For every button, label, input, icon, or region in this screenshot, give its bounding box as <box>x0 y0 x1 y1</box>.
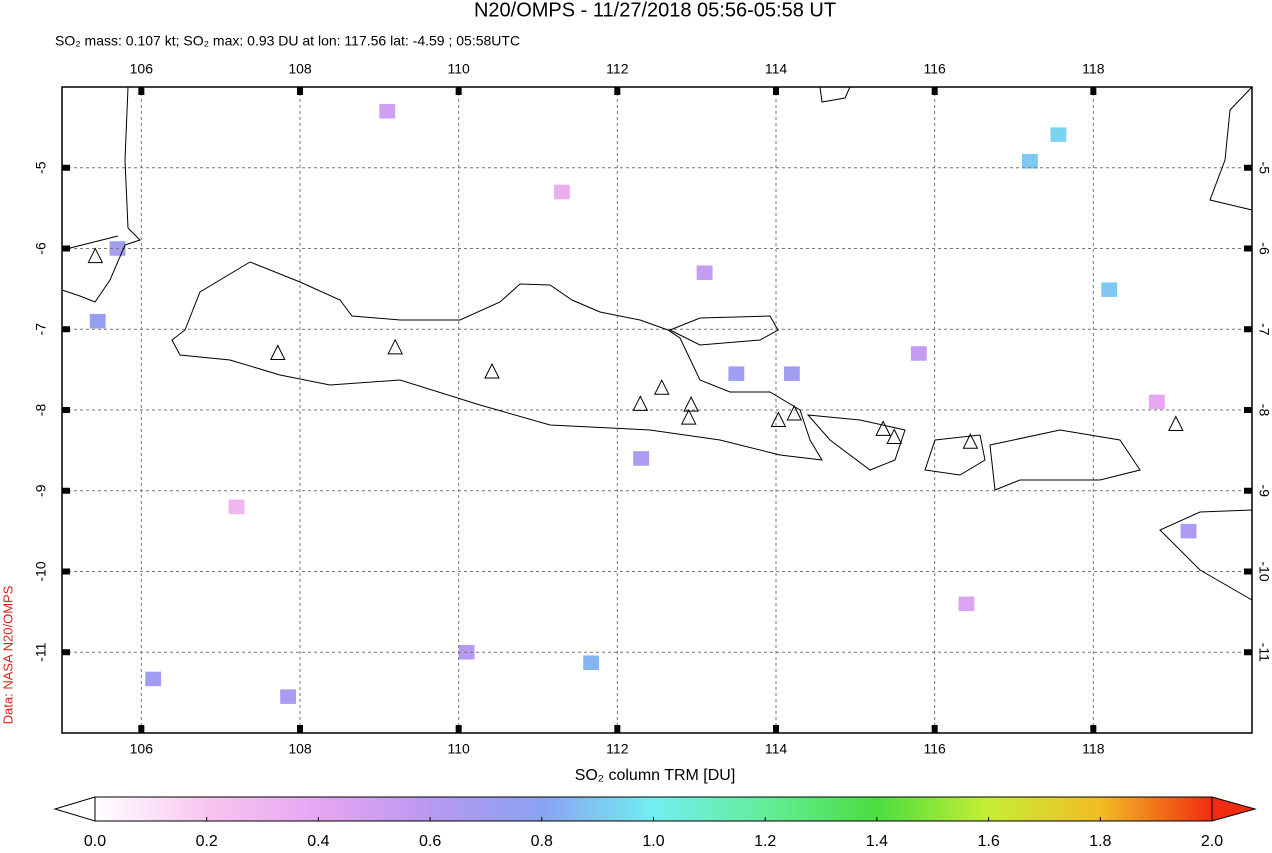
colorbar: 0.0 0.2 0.4 0.6 0.8 1.0 1.2 1.4 1.6 1.8 2.0 <box>53 796 1257 850</box>
coastline <box>1159 509 1253 601</box>
x-tick-label: 112 <box>606 741 629 757</box>
volcano-marker <box>680 408 697 425</box>
volcano-marker <box>786 404 803 421</box>
volcano-marker <box>653 379 670 395</box>
so2-cell <box>280 689 297 704</box>
y-tick-label: -10 <box>33 561 49 581</box>
y-tick-label: -6 <box>1256 242 1272 255</box>
colorbar-tick-label: 0.8 <box>531 833 553 850</box>
x-tick-label: 114 <box>765 741 788 757</box>
chart-subtitle: SO₂ mass: 0.107 kt; SO₂ max: 0.93 DU at … <box>55 33 520 49</box>
volcano-marker <box>875 420 891 436</box>
x-tick-label: 108 <box>288 741 312 757</box>
coastline <box>61 86 141 303</box>
x-tick-label: 110 <box>448 61 471 77</box>
so2-cell <box>1148 394 1165 410</box>
colorbar-label: SO₂ column TRM [DU] <box>575 767 736 784</box>
colorbar-tick-label: 0.6 <box>419 833 441 850</box>
volcano-marker <box>632 395 649 411</box>
x-tick-label: 118 <box>1082 61 1105 77</box>
volcano-marker <box>269 344 286 360</box>
colorbar-tick-label: 1.2 <box>754 833 776 850</box>
colorbar-over <box>1211 796 1257 822</box>
so2-cell <box>89 313 106 329</box>
y-tick-label: -5 <box>1256 162 1272 175</box>
so2-cell <box>1050 127 1067 142</box>
y-tick-label: -8 <box>33 404 49 417</box>
colorbar-tick-label: 1.0 <box>642 833 664 850</box>
so2-cell <box>379 103 396 119</box>
source-label: Data: NASA N20/OMPS <box>0 585 15 724</box>
so2-cell <box>783 366 800 381</box>
y-tick-label: -9 <box>1256 485 1272 498</box>
y-tick-label: -8 <box>1256 404 1272 417</box>
y-tick-label: -9 <box>33 484 49 497</box>
x-tick-label: 118 <box>1082 741 1105 757</box>
y-tick-label: -11 <box>33 642 49 661</box>
y-tick-label: -5 <box>33 161 49 174</box>
colorbar-tick-label: 1.8 <box>1089 833 1111 850</box>
so2-cells <box>89 103 1197 704</box>
x-tick-label: 112 <box>606 61 629 77</box>
coastline <box>806 414 906 471</box>
so2-cell <box>633 451 650 466</box>
so2-cell <box>583 655 600 671</box>
y-tick-label: -10 <box>1256 561 1272 581</box>
colorbar-under <box>53 796 96 822</box>
y-tick-label: -6 <box>33 242 49 255</box>
coastlines <box>61 86 1253 601</box>
so2-cell <box>910 346 927 361</box>
volcanoes <box>87 247 1184 449</box>
so2-cell <box>728 366 745 381</box>
x-tick-label: 106 <box>130 61 154 77</box>
y-tick-label: -7 <box>33 323 49 336</box>
coastline <box>668 315 779 346</box>
coastline <box>171 261 823 461</box>
so2-cell <box>1021 154 1038 169</box>
x-tick-label: 114 <box>765 61 788 77</box>
colorbar-tick-label: 0.4 <box>307 833 329 850</box>
coastline <box>924 434 986 476</box>
so2-cell <box>1180 523 1197 539</box>
x-tick-label: 108 <box>288 61 312 77</box>
colorbar-tick-label: 1.4 <box>866 833 888 850</box>
volcano-marker <box>1168 415 1184 432</box>
colorbar-tick-label: 0.2 <box>196 833 218 850</box>
x-tick-label: 116 <box>924 741 947 757</box>
volcano-marker <box>387 338 404 355</box>
so2-cell <box>145 671 162 687</box>
colorbar-tick-label: 1.6 <box>977 833 999 850</box>
volcano-marker <box>770 411 787 427</box>
volcano-marker <box>683 396 699 412</box>
volcano-marker <box>886 428 903 444</box>
volcano-marker <box>87 247 104 264</box>
grid <box>62 87 1252 733</box>
colorbar-tick-label: 0.0 <box>84 833 106 850</box>
so2-cell <box>958 596 975 612</box>
x-tick-label: 106 <box>130 741 154 757</box>
coastline <box>819 86 851 103</box>
axes: 106 106 108 108 110 110 112 112 114 114 116 116 118 1… <box>33 61 1272 757</box>
x-tick-label: 110 <box>448 741 471 757</box>
y-tick-label: -7 <box>1256 323 1272 336</box>
so2-cell <box>553 184 570 200</box>
volcano-marker <box>484 362 500 379</box>
y-tick-label: -11 <box>1256 643 1272 662</box>
volcano-marker <box>962 433 979 449</box>
coastline <box>1209 86 1253 211</box>
colorbar-tick-label: 2.0 <box>1201 833 1223 850</box>
so2-cell <box>696 265 713 280</box>
coastline <box>989 429 1141 491</box>
so2-cell <box>228 499 245 515</box>
x-tick-label: 116 <box>924 61 947 77</box>
so2-cell <box>1101 282 1118 297</box>
chart-title: N20/OMPS - 11/27/2018 05:56-05:58 UT <box>474 0 836 21</box>
